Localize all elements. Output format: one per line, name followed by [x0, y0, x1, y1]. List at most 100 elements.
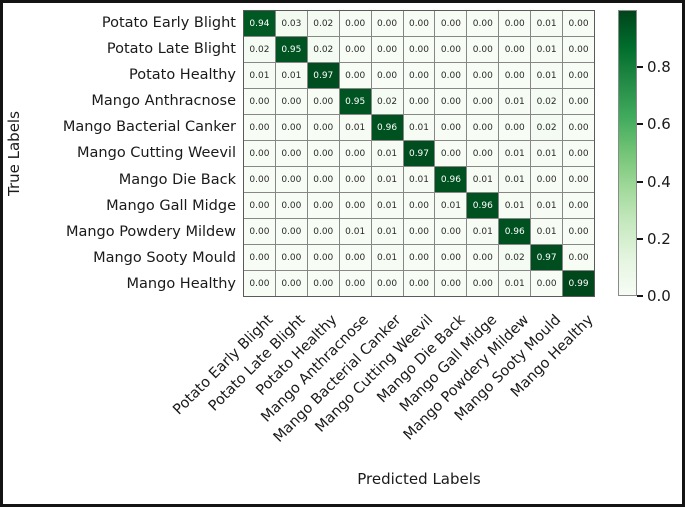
y-tick-label: Mango Sooty Mould — [93, 249, 236, 266]
heatmap-cell: 0.00 — [435, 219, 467, 244]
heatmap-cell: 0.01 — [371, 167, 403, 192]
heatmap-cell: 0.01 — [531, 141, 563, 166]
colorbar-tick-label: 0.4 — [647, 172, 671, 191]
y-tick-label: Mango Gall Midge — [106, 197, 236, 214]
heatmap-cell: 0.00 — [563, 115, 594, 140]
heatmap-cell: 0.00 — [307, 167, 339, 192]
heatmap-cell: 0.96 — [435, 167, 467, 192]
heatmap-cell: 0.00 — [339, 63, 371, 88]
y-tick-label: Mango Die Back — [118, 171, 236, 188]
heatmap-cell: 0.02 — [307, 37, 339, 62]
heatmap-cell: 0.01 — [403, 115, 435, 140]
heatmap-cell: 0.01 — [244, 63, 275, 88]
heatmap-cell: 0.00 — [467, 245, 499, 270]
y-tick-label: Potato Healthy — [128, 67, 236, 84]
heatmap-cell: 0.00 — [403, 219, 435, 244]
y-tick-label: Potato Early Blight — [101, 15, 236, 31]
heatmap-cell: 0.00 — [275, 219, 307, 244]
heatmap-cell: 0.97 — [403, 141, 435, 166]
heatmap-cell: 0.00 — [435, 89, 467, 114]
colorbar-tick-mark — [637, 237, 643, 240]
y-tick-label: Mango Healthy — [126, 275, 236, 292]
heatmap-cell: 0.00 — [435, 37, 467, 62]
heatmap-cell: 0.00 — [563, 141, 594, 166]
heatmap-cell: 0.97 — [307, 63, 339, 88]
heatmap-cell: 0.00 — [435, 141, 467, 166]
colorbar-tick-label: 0.6 — [647, 115, 671, 134]
heatmap-cell: 0.01 — [499, 271, 531, 296]
heatmap-cell: 0.00 — [499, 63, 531, 88]
heatmap-cell: 0.03 — [275, 11, 307, 36]
heatmap-cell: 0.00 — [403, 37, 435, 62]
y-tick-label: Mango Anthracnose — [91, 93, 236, 110]
heatmap-cell: 0.00 — [499, 37, 531, 62]
heatmap-cell: 0.00 — [467, 37, 499, 62]
heatmap-cell: 0.99 — [563, 271, 594, 296]
heatmap-cell: 0.00 — [467, 141, 499, 166]
heatmap-cell: 0.01 — [531, 63, 563, 88]
heatmap-cell: 0.00 — [307, 219, 339, 244]
heatmap-cell: 0.01 — [467, 167, 499, 192]
heatmap-cell: 0.00 — [339, 193, 371, 218]
colorbar-tick-mark — [637, 123, 643, 126]
y-tick-label: Mango Powdery Mildew — [65, 223, 236, 240]
heatmap-cell: 0.00 — [403, 11, 435, 36]
heatmap-cell: 0.95 — [275, 37, 307, 62]
heatmap-cell: 0.02 — [499, 245, 531, 270]
heatmap-cell: 0.00 — [275, 141, 307, 166]
heatmap-cell: 0.01 — [499, 167, 531, 192]
heatmap-cell: 0.01 — [371, 219, 403, 244]
heatmap-cell: 0.00 — [275, 115, 307, 140]
heatmap-cell: 0.00 — [307, 141, 339, 166]
heatmap-cell: 0.00 — [403, 63, 435, 88]
heatmap-cell: 0.96 — [467, 193, 499, 218]
heatmap-cell: 0.94 — [244, 11, 275, 36]
heatmap-cell: 0.01 — [531, 219, 563, 244]
heatmap-cell: 0.02 — [244, 37, 275, 62]
heatmap-cell: 0.00 — [531, 271, 563, 296]
heatmap-cell: 0.00 — [275, 245, 307, 270]
heatmap-cell: 0.00 — [339, 271, 371, 296]
heatmap-cell: 0.00 — [435, 115, 467, 140]
heatmap-cell: 0.01 — [275, 63, 307, 88]
heatmap-cell: 0.00 — [339, 11, 371, 36]
heatmap-cell: 0.00 — [499, 11, 531, 36]
heatmap-cell: 0.01 — [531, 193, 563, 218]
heatmap-cell: 0.01 — [467, 219, 499, 244]
heatmap-cell: 0.02 — [371, 89, 403, 114]
heatmap-cell: 0.00 — [467, 63, 499, 88]
heatmap-cell: 0.01 — [371, 193, 403, 218]
heatmap-cell: 0.01 — [339, 115, 371, 140]
heatmap-cell: 0.00 — [244, 89, 275, 114]
heatmap-cell: 0.00 — [371, 63, 403, 88]
heatmap-cell: 0.00 — [339, 167, 371, 192]
heatmap-cell: 0.00 — [371, 271, 403, 296]
heatmap-cell: 0.00 — [275, 89, 307, 114]
heatmap-cell: 0.00 — [563, 219, 594, 244]
heatmap-cell: 0.01 — [371, 141, 403, 166]
heatmap-cell: 0.00 — [244, 193, 275, 218]
heatmap-cell: 0.00 — [275, 271, 307, 296]
heatmap-cell: 0.00 — [339, 37, 371, 62]
heatmap-cell: 0.95 — [339, 89, 371, 114]
heatmap-cell: 0.00 — [339, 141, 371, 166]
colorbar-tick-label: 0.8 — [647, 58, 671, 77]
heatmap-cell: 0.00 — [275, 193, 307, 218]
heatmap-grid: 0.94 0.03 0.02 0.00 0.00 0.00 0.00 0.00 0.00 0.01… — [243, 10, 595, 297]
heatmap-cell: 0.00 — [563, 37, 594, 62]
colorbar-tick-mark — [637, 66, 643, 69]
heatmap-cell: 0.00 — [244, 271, 275, 296]
heatmap-cell: 0.00 — [435, 11, 467, 36]
heatmap-cell: 0.00 — [531, 167, 563, 192]
heatmap-cell: 0.00 — [403, 89, 435, 114]
heatmap-cell: 0.00 — [435, 271, 467, 296]
heatmap-cell: 0.00 — [563, 89, 594, 114]
heatmap-cell: 0.00 — [371, 37, 403, 62]
heatmap-cell: 0.00 — [307, 271, 339, 296]
heatmap-cell: 0.00 — [435, 63, 467, 88]
heatmap-cell: 0.00 — [307, 193, 339, 218]
heatmap-cell: 0.00 — [467, 89, 499, 114]
colorbar-tick-label: 0.2 — [647, 229, 671, 248]
heatmap-cell: 0.02 — [531, 89, 563, 114]
